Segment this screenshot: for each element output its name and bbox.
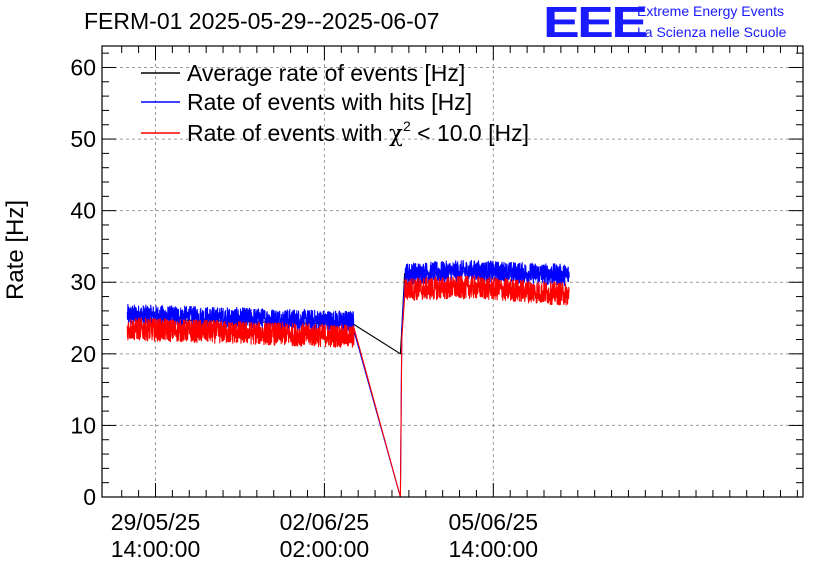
series-line-1 (126, 259, 570, 498)
logo-subtitle-1: Extreme Energy Events (637, 3, 785, 19)
axes: 010203040506029/05/2514:00:0002/06/2502:… (70, 45, 804, 562)
x-tick-date-label: 02/06/25 (280, 509, 370, 535)
x-tick-time-label: 14:00:00 (449, 536, 539, 562)
legend: Average rate of events [Hz] Rate of event… (141, 60, 529, 147)
legend-entry-1: Rate of events with hits [Hz] (187, 89, 472, 115)
legend-entry-0: Average rate of events [Hz] (187, 60, 465, 86)
legend-entry-2: Rate of events with χ2 < 10.0 [Hz] (187, 118, 529, 147)
chart-title: FERM-01 2025-05-29--2025-06-07 (84, 8, 440, 34)
x-tick-time-label: 02:00:00 (280, 536, 370, 562)
y-tick-label: 20 (70, 341, 96, 367)
logo-subtitle-2: La Scienza nelle Scuole (637, 24, 787, 40)
y-tick-label: 30 (70, 269, 96, 295)
y-axis-label: Rate [Hz] (2, 199, 29, 300)
y-tick-label: 40 (70, 198, 96, 224)
plot-frame (101, 45, 804, 498)
eee-logo: EEE (543, 0, 648, 47)
series-line-2 (126, 275, 570, 498)
x-tick-date-label: 05/06/25 (449, 509, 539, 535)
y-tick-label: 0 (83, 484, 96, 510)
x-tick-date-label: 29/05/25 (111, 509, 201, 535)
y-tick-label: 10 (70, 412, 96, 438)
grid-lines (102, 46, 803, 498)
series-layer (126, 259, 570, 498)
y-tick-label: 50 (70, 126, 96, 152)
y-tick-label: 60 (70, 54, 96, 80)
x-tick-time-label: 14:00:00 (111, 536, 201, 562)
